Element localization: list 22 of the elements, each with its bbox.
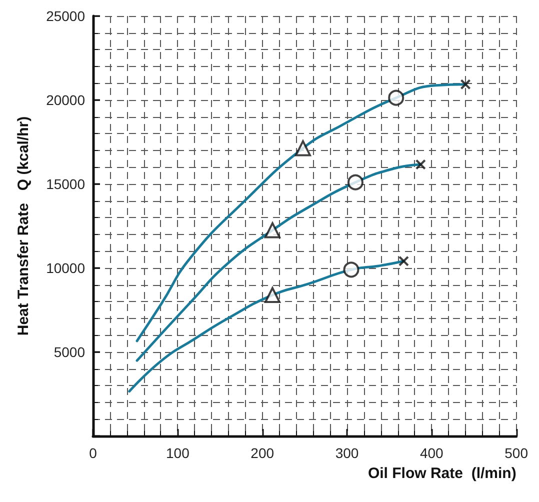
point bbox=[460, 79, 471, 90]
y-tick-label: 20000 bbox=[46, 92, 86, 108]
point bbox=[388, 90, 404, 106]
x-tick-label: 0 bbox=[89, 445, 98, 461]
point bbox=[347, 174, 364, 190]
point bbox=[343, 262, 360, 278]
x-tick-label: 200 bbox=[250, 445, 274, 461]
y-axis-title: Heat Transfer Rate Q (kcal/hr) bbox=[15, 116, 32, 336]
point bbox=[264, 222, 280, 238]
point bbox=[416, 160, 426, 170]
y-tick-label: 5000 bbox=[54, 344, 86, 360]
x-axis-title: Oil Flow Rate (l/min) bbox=[368, 465, 516, 482]
y-tick-label: 10000 bbox=[46, 260, 86, 276]
x-tick-label: 300 bbox=[335, 445, 359, 461]
point bbox=[398, 256, 409, 266]
y-tick-label: 25000 bbox=[46, 8, 86, 24]
point bbox=[264, 287, 280, 304]
x-tick-label: 400 bbox=[420, 445, 444, 461]
x-tick-label: 500 bbox=[504, 445, 528, 461]
point bbox=[294, 140, 311, 156]
x-tick-label: 100 bbox=[166, 445, 190, 461]
y-tick-label: 15000 bbox=[46, 176, 86, 192]
